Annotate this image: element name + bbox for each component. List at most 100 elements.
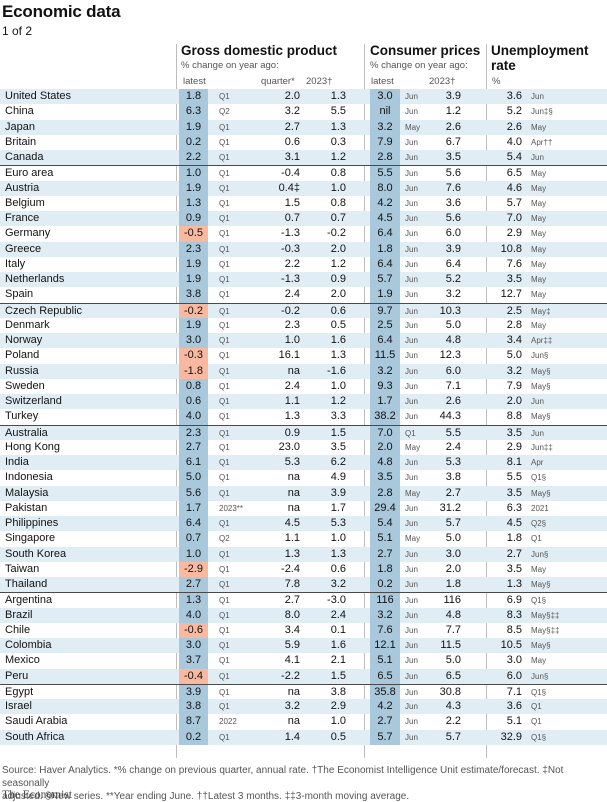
gdp-quarter-value: -2.4 [281,562,300,575]
cpi-latest-value: 116 [370,593,400,608]
cpi-latest-value: 2.8 [370,485,400,501]
cpi-period: May [405,488,421,498]
gdp-latest-value: 3.8 [179,287,208,303]
gdp-year-value: -3.0 [327,594,346,607]
cpi-latest-value: 5.5 [370,166,400,181]
cpi-latest-value: 7.0 [370,425,400,440]
cpi-latest-value: 4.2 [370,195,400,211]
unemployment-value: 2.5 [506,304,522,317]
gdp-period: Q1 [219,137,230,147]
unemployment-period: May [531,656,547,666]
country-name: Austria [5,181,40,194]
unemployment-period: May‡ [531,306,551,316]
gdp-year-value: 3.5 [330,440,346,453]
gdp-latest-value: 5.0 [179,470,208,486]
country-name: South Korea [5,547,67,560]
gdp-quarter-value: 3.2 [284,105,300,118]
gdp-period: Q1 [219,169,230,179]
gdp-year-value: 1.2 [330,257,346,270]
cpi-year-value: 2.7 [445,486,461,499]
cpi-period: Jun [405,503,418,513]
gdp-year-value: 0.5 [330,318,346,331]
cpi-latest-value: 4.8 [370,455,400,471]
unemployment-value: 2.6 [506,120,522,133]
gdp-latest-value: 1.3 [179,593,208,608]
gdp-latest-value: 0.8 [179,378,208,394]
unemployment-value: 8.3 [506,608,522,621]
cpi-header: Consumer prices % change on year ago: [370,43,480,71]
gdp-latest-value: 3.9 [179,684,208,699]
gdp-period: Q2 [219,534,230,544]
cpi-period: Jun [405,275,418,284]
cpi-latest-value: 3.2 [370,363,400,379]
cpi-period: Jun [405,320,418,330]
cpi-period: Jun [405,671,418,681]
gdp-year-value: 0.3 [330,135,346,148]
gdp-year-value: 6.2 [330,456,346,468]
gdp-quarter-value: 1.3 [284,547,300,560]
cpi-period: Jun [405,290,418,300]
cpi-period: Jun [405,549,418,559]
unemployment-value: 3.4 [506,334,522,346]
gdp-latest-value: 1.9 [179,272,208,288]
cpi-year-value: 2.6 [445,120,461,133]
page-indicator: 1 of 2 [2,24,33,38]
gdp-year-value: 5.3 [330,517,346,529]
gdp-quarter-value: 1.1 [284,532,300,545]
unemployment-value: 2.8 [506,318,522,331]
cpi-col-latest: latest [371,76,394,87]
cpi-latest-value: 1.8 [370,561,400,577]
unemployment-header: Unemployment rate [491,43,589,73]
gdp-quarter-value: 2.7 [284,120,300,133]
cpi-period: Jun [405,198,418,208]
gdp-year-value: 3.3 [330,410,346,423]
country-name: Argentina [5,594,53,607]
gdp-quarter-value: na [287,471,300,484]
gdp-period: Q1 [219,259,230,269]
country-name: China [5,105,34,118]
cpi-latest-value: 2.7 [370,714,400,730]
cpi-period: Jun [405,732,418,742]
country-name: Euro area [5,167,54,180]
gdp-latest-value: 3.7 [179,653,208,669]
country-name: Hong Kong [5,440,61,453]
country-name: Sweden [5,379,45,392]
gdp-latest-value: 5.6 [179,485,208,501]
gdp-col-quarter: quarter* [261,76,295,87]
cpi-latest-value: 38.2 [370,409,400,425]
unemployment-value: 5.7 [506,196,522,209]
gdp-latest-value: 1.8 [179,89,208,105]
data-table: United States 1.8 Q1 2.0 1.3 3.0 Jun 3.9 3.6 Jun C… [0,89,607,745]
gdp-period: Q1 [219,625,230,635]
cpi-latest-value: 0.2 [370,577,400,593]
gdp-period: Q1 [219,183,230,193]
gdp-quarter-value: 5.3 [284,456,300,468]
table-row: Israel 3.8 Q1 3.2 2.9 4.2 Jun 4.3 3.6 Q1 [0,699,607,715]
unemployment-period: Jun§ [531,351,549,361]
gdp-period: Q1 [219,397,230,406]
unemployment-period: May [531,259,547,269]
cpi-year-value: 2.6 [445,395,461,407]
cpi-period: Jun [405,137,418,147]
cpi-year-value: 5.6 [445,212,461,224]
country-name: Canada [5,151,44,163]
unemployment-value: 6.0 [506,669,522,682]
cpi-latest-value: 6.5 [370,668,400,684]
gdp-quarter-value: 8.0 [284,608,300,621]
table-row: Italy 1.9 Q1 2.2 1.2 6.4 Jun 6.4 7.6 May [0,256,607,272]
cpi-latest-value: 5.7 [370,729,400,745]
gdp-latest-value: -0.2 [179,303,208,318]
gdp-year-value: 0.7 [330,212,346,224]
cpi-year-value: 3.9 [445,90,461,102]
country-name: Colombia [5,639,52,651]
unemployment-period: May [531,198,547,208]
table-row: Greece 2.3 Q1 -0.3 2.0 1.8 Jun 3.9 10.8 May [0,241,607,257]
gdp-period: Q1 [219,656,230,666]
unemployment-period: Jun§ [531,549,549,559]
country-name: Indonesia [5,471,53,484]
gdp-latest-value: 6.4 [179,516,208,532]
unemployment-header-title2: rate [491,58,516,73]
gdp-quarter-value: -1.3 [281,227,300,240]
unemployment-period: Apr [531,458,544,467]
cpi-period: Jun [405,366,418,376]
